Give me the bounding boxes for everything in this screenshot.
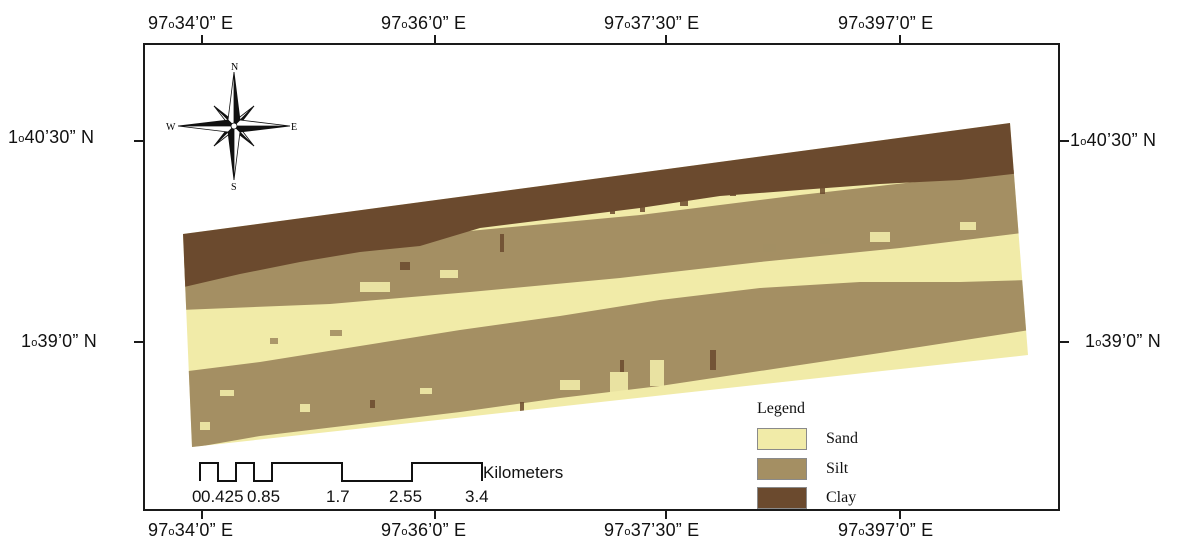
coord-left-1: 1o40’30” N — [8, 127, 95, 147]
legend-swatch-sand — [757, 428, 807, 450]
legend-swatch-silt — [757, 458, 807, 480]
scale-tick-17: 1.7 — [326, 487, 350, 506]
silt-speckles — [270, 238, 950, 344]
scale-unit: Kilometers — [483, 463, 564, 482]
tick-top-4 — [899, 35, 901, 44]
scale-tick-085: 0.85 — [247, 487, 281, 506]
compass-s: S — [231, 182, 237, 192]
tick-left-1 — [134, 140, 144, 142]
tick-top-3 — [665, 35, 667, 44]
legend-label-sand: Sand — [826, 430, 858, 447]
legend-label-silt: Silt — [826, 460, 849, 477]
tick-bottom-4 — [899, 510, 901, 519]
legend-label-clay: Clay — [826, 489, 857, 506]
coord-top-2: 97o36’0” E — [381, 13, 467, 33]
scale-bar — [199, 462, 483, 482]
coord-right-2: 1o39’0” N — [1085, 331, 1161, 351]
coord-bottom-2: 97o36’0” E — [381, 520, 467, 540]
coord-right-1: 1o40’30” N — [1070, 130, 1157, 150]
coord-bottom-1: 97o34’0” E — [148, 520, 234, 540]
coord-bottom-3: 97o37’30” E — [604, 520, 700, 540]
scale-tick-0: 0 — [192, 487, 202, 506]
tick-bottom-2 — [434, 510, 436, 519]
tick-right-2 — [1059, 341, 1069, 343]
scale-tick-34: 3.4 — [465, 487, 489, 506]
compass-n: N — [231, 62, 238, 73]
coord-top-3: 97o37’30” E — [604, 13, 700, 33]
north-arrow-icon: N S E W — [166, 62, 297, 192]
compass-w: W — [166, 122, 176, 133]
tick-bottom-3 — [665, 510, 667, 519]
legend-title: Legend — [757, 400, 805, 417]
map-frame — [143, 43, 1060, 511]
coord-bottom-4: 97o397’0” E — [838, 520, 934, 540]
tick-bottom-1 — [201, 510, 203, 519]
silt-band-lower — [183, 280, 1028, 447]
compass-e: E — [291, 122, 297, 133]
legend-swatch-clay — [757, 487, 807, 509]
tick-top-2 — [434, 35, 436, 44]
tick-left-2 — [134, 341, 144, 343]
tick-right-1 — [1059, 140, 1069, 142]
clay-band — [183, 123, 1028, 288]
silt-band-upper — [183, 168, 1028, 310]
tick-top-1 — [201, 35, 203, 44]
coord-left-2: 1o39’0” N — [21, 331, 97, 351]
coord-top-1: 97o34’0” E — [148, 13, 234, 33]
coord-top-4: 97o397’0” E — [838, 13, 934, 33]
clay-speckles — [370, 145, 966, 412]
scale-tick-0425: 0.425 — [201, 487, 244, 506]
scale-tick-255: 2.55 — [389, 487, 423, 506]
